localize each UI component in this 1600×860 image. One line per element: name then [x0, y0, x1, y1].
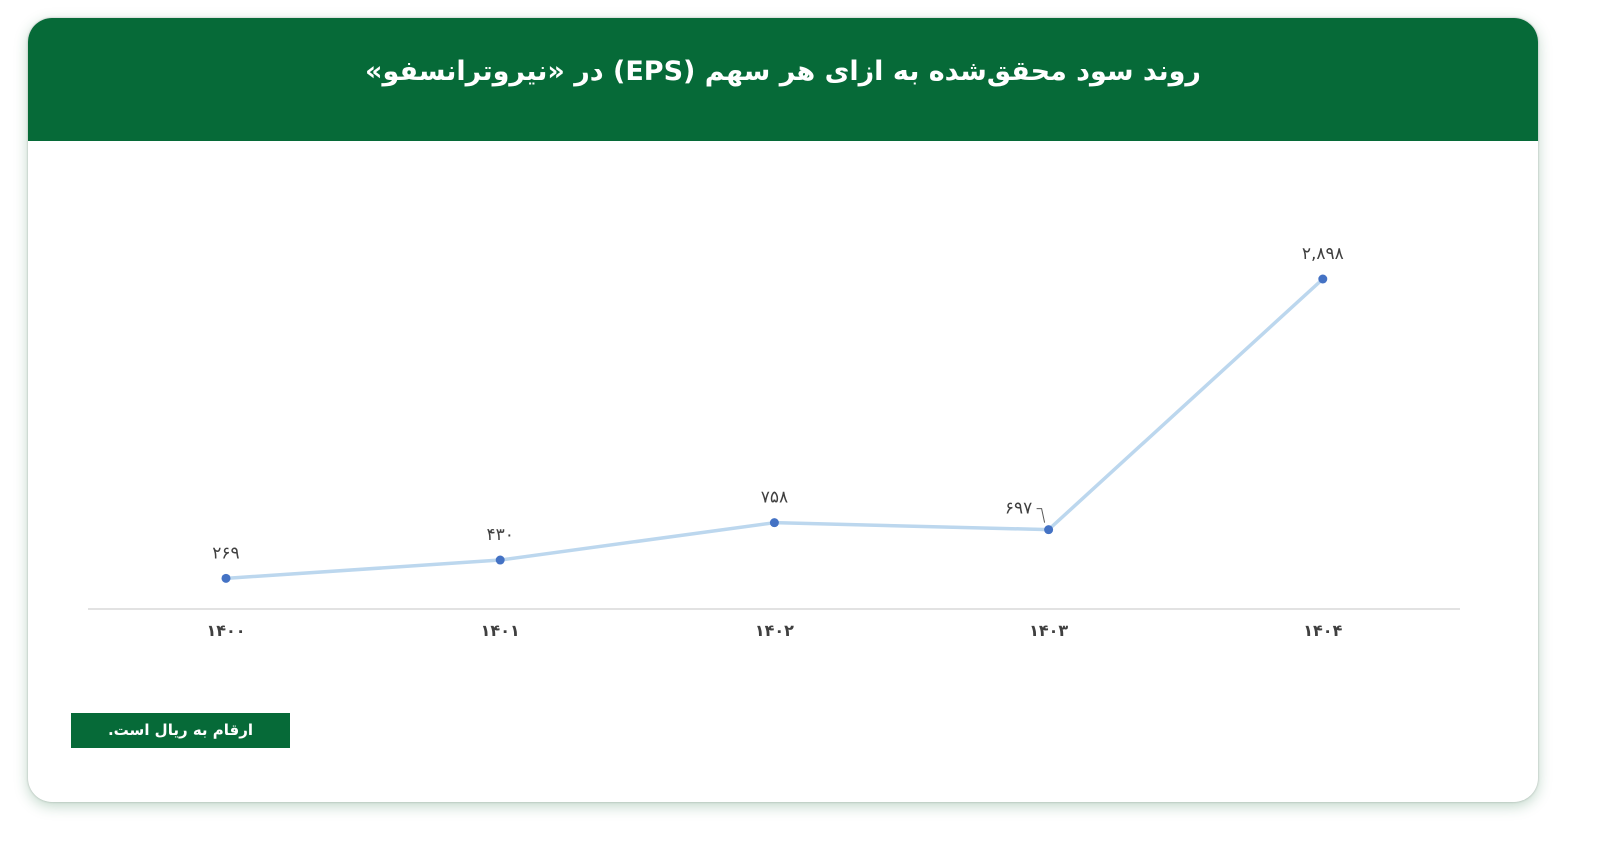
chart-header: روند سود محقق‌شده به ازای هر سهم (EPS) د…: [28, 18, 1538, 141]
x-tick-label: ۱۴۰۰: [206, 621, 245, 640]
data-point: [1044, 525, 1054, 535]
data-label: ۴۳۰: [486, 525, 513, 545]
line-chart: ۲۶۹ ۱۴۰۰ ۴۳۰ ۱۴۰۱ ۷۵۸ ۱۴۰۲ ۶۹۷ ۱۴۰۳ ۲,۸۹۸ ۱۴۰۴: [88, 244, 1460, 640]
x-tick-label: ۱۴۰۲: [755, 621, 794, 640]
x-tick-label: ۱۴۰۳: [1029, 621, 1068, 640]
data-label: ۶۹۷: [1005, 499, 1032, 519]
data-point: [495, 555, 505, 565]
x-tick-label: ۱۴۰۱: [481, 621, 520, 640]
data-label-leader: [1036, 508, 1046, 523]
series-line: [224, 277, 1325, 581]
data-label: ۲۶۹: [212, 543, 239, 563]
data-point: [221, 573, 231, 583]
units-note: ارقام به ریال است.: [71, 713, 290, 748]
x-tick-label: ۱۴۰۴: [1303, 621, 1342, 640]
data-label: ۷۵۸: [761, 488, 788, 508]
data-label: ۲,۸۹۸: [1302, 244, 1344, 264]
chart-title: روند سود محقق‌شده به ازای هر سهم (EPS) د…: [365, 56, 1201, 87]
chart-card: روند سود محقق‌شده به ازای هر سهم (EPS) د…: [28, 18, 1538, 802]
data-point: [1318, 274, 1328, 284]
data-point: [769, 518, 779, 528]
